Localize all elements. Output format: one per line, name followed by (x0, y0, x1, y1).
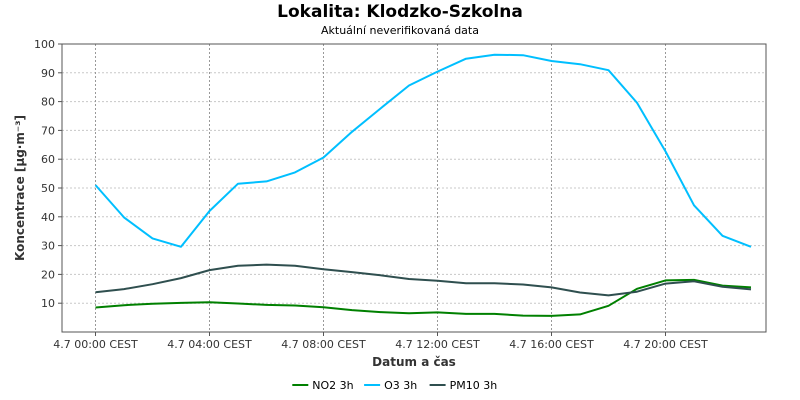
y-tick-label: 40 (41, 211, 55, 224)
y-tick-label: 50 (41, 182, 55, 195)
x-tick-label: 4.7 00:00 CEST (53, 338, 138, 351)
legend: NO2 3h O3 3h PM10 3h (292, 379, 497, 392)
y-tick-label: 30 (41, 240, 55, 253)
y-tick-label: 100 (34, 38, 55, 51)
x-tick-label: 4.7 08:00 CEST (281, 338, 366, 351)
x-tick-label: 4.7 20:00 CEST (623, 338, 708, 351)
y-tick-label: 90 (41, 67, 55, 80)
chart-title: Lokalita: Klodzko-Szkolna (277, 2, 523, 22)
axis-ticks: 10 20 30 40 50 60 70 80 90 100 4.7 00:00 CEST 4.7 0… (34, 38, 708, 351)
series-line-o3-3h (94, 53, 752, 248)
y-tick-label: 80 (41, 96, 55, 109)
y-tick-label: 20 (41, 268, 55, 281)
y-tick-label: 10 (41, 297, 55, 310)
legend-label-pm10-3h: PM10 3h (450, 379, 498, 392)
legend-label-no2-3h: NO2 3h (312, 379, 353, 392)
x-tick-label: 4.7 04:00 CEST (167, 338, 252, 351)
y-tick-label: 70 (41, 124, 55, 137)
x-tick-label: 4.7 12:00 CEST (395, 338, 480, 351)
chart-subtitle: Aktuální neverifikovaná data (321, 24, 479, 37)
y-axis-title: Koncentrace [µg·m⁻³] (13, 115, 27, 261)
series-line-pm10-3h (95, 263, 752, 297)
series-lines (94, 53, 752, 317)
x-axis-title: Datum a čas (372, 355, 456, 369)
x-tick-label: 4.7 16:00 CEST (509, 338, 594, 351)
grid (62, 43, 766, 332)
legend-label-o3-3h: O3 3h (384, 379, 417, 392)
y-tick-label: 60 (41, 153, 55, 166)
series-line-no2-3h (95, 278, 752, 317)
